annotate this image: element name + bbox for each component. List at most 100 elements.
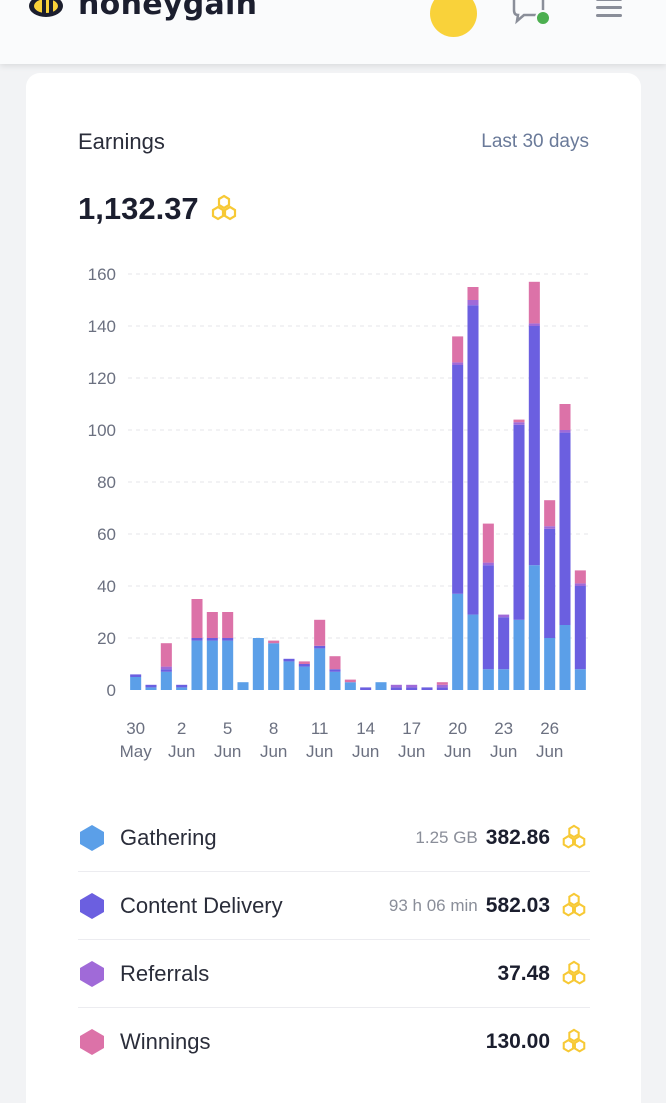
legend-value: 130.00 (485, 1030, 550, 1053)
bar-segment (145, 687, 157, 690)
bar-segment (544, 526, 556, 529)
x-tick-label: Jun (352, 742, 379, 761)
content-delivery-hex-icon (80, 892, 104, 919)
bar-segment (268, 640, 280, 644)
y-tick-label: 140 (88, 317, 116, 336)
bar-segment (528, 323, 540, 326)
bar-segment (191, 640, 203, 690)
bar-segment (298, 666, 310, 690)
bar-segment (467, 305, 479, 615)
bar-segment (283, 658, 295, 662)
bar-segment (467, 614, 479, 690)
bar-segment (467, 300, 479, 306)
x-tick-label: 20 (448, 719, 467, 738)
honeycomb-icon (562, 960, 586, 985)
x-tick-label: May (120, 742, 153, 761)
bar-segment (130, 674, 142, 677)
bar-segment (222, 640, 234, 690)
legend-label: Referrals (120, 960, 210, 986)
bar-segment (528, 326, 540, 566)
total-earnings: 1,132.37 (78, 191, 241, 227)
y-tick-label: 160 (88, 265, 116, 284)
legend-row-gathering: Gathering 1.25 GB 382.86 (78, 804, 590, 872)
y-tick-label: 40 (97, 577, 116, 596)
bar-segment (298, 664, 310, 667)
bar-segment (176, 687, 188, 690)
bar-segment (452, 593, 464, 690)
bar-segment (421, 687, 433, 690)
bar-segment (436, 682, 448, 685)
bar-segment (237, 682, 249, 690)
bee-icon (29, 0, 63, 17)
legend-sub: 93 h 06 min (388, 895, 478, 915)
legend-value: 37.48 (497, 961, 550, 985)
bar-segment (344, 682, 356, 690)
card-title: Earnings (78, 129, 165, 154)
bar-segment (160, 666, 172, 670)
x-tick-label: Jun (536, 742, 563, 761)
bar-segment (559, 432, 571, 625)
bar-segment (314, 619, 326, 646)
bar-segment (314, 645, 326, 649)
avatar[interactable] (430, 0, 477, 37)
support-chat-icon[interactable] (510, 0, 552, 28)
bar-segment (559, 625, 571, 690)
bar-segment (482, 523, 494, 563)
bar-segment (482, 669, 494, 690)
honeycomb-icon (562, 1028, 586, 1053)
legend-label: Gathering (120, 824, 217, 850)
brand-logo[interactable]: honeygain (24, 0, 257, 24)
legend-value: 382.86 (485, 825, 550, 849)
x-tick-label: Jun (168, 742, 195, 761)
bar-segment (390, 687, 402, 690)
bar-segment (482, 562, 494, 566)
legend-value: 582.03 (485, 893, 550, 917)
x-tick-label: 30 (126, 719, 145, 738)
hamburger-menu-icon[interactable] (596, 0, 622, 20)
bar-segment (559, 430, 571, 433)
bar-segment (467, 287, 479, 300)
bar-segment (544, 500, 556, 527)
bar-segment (498, 614, 510, 618)
honeycomb-icon (562, 892, 586, 917)
y-tick-label: 60 (97, 525, 116, 544)
bar-segment (574, 586, 586, 670)
legend-sub: 1.25 GB (415, 827, 478, 847)
bar-segment (145, 684, 157, 688)
bar-segment (176, 684, 188, 688)
bar-segment (513, 419, 525, 423)
y-tick-label: 100 (88, 421, 116, 440)
bar-segment (191, 599, 203, 638)
y-tick-label: 20 (97, 629, 116, 648)
x-tick-label: 26 (540, 719, 559, 738)
bar-segment (513, 424, 525, 620)
bar-segment (406, 684, 418, 688)
bar-segment (513, 422, 525, 425)
x-tick-label: Jun (214, 742, 241, 761)
x-tick-label: Jun (398, 742, 425, 761)
bar-segment (528, 565, 540, 690)
referrals-hex-icon (80, 960, 104, 987)
bar-segment (329, 671, 341, 690)
honeycomb-icon (562, 824, 586, 849)
y-tick-label: 80 (97, 473, 116, 492)
legend-row-content-delivery: Content Delivery 93 h 06 min 582.03 (78, 872, 590, 940)
x-tick-label: Jun (306, 742, 333, 761)
bar-segment (574, 669, 586, 690)
brand-name: honeygain (78, 0, 258, 22)
bar-segment (375, 682, 387, 690)
y-tick-label: 120 (88, 369, 116, 388)
bar-segment (513, 619, 525, 690)
legend-row-winnings: Winnings 130.00 (78, 1008, 590, 1076)
bar-segment (222, 638, 234, 641)
x-tick-label: Jun (260, 742, 287, 761)
bar-segment (544, 528, 556, 638)
winnings-hex-icon (80, 1029, 104, 1055)
bar-segment (452, 362, 464, 365)
period-selector[interactable]: Last 30 days (481, 131, 589, 152)
bar-segment (191, 638, 203, 641)
bar-segment (160, 671, 172, 690)
bar-segment (528, 281, 540, 324)
earnings-card: Earnings Last 30 days 1,132.37 0 20 40 60 80… (26, 73, 641, 1103)
bar-segment (436, 684, 448, 688)
